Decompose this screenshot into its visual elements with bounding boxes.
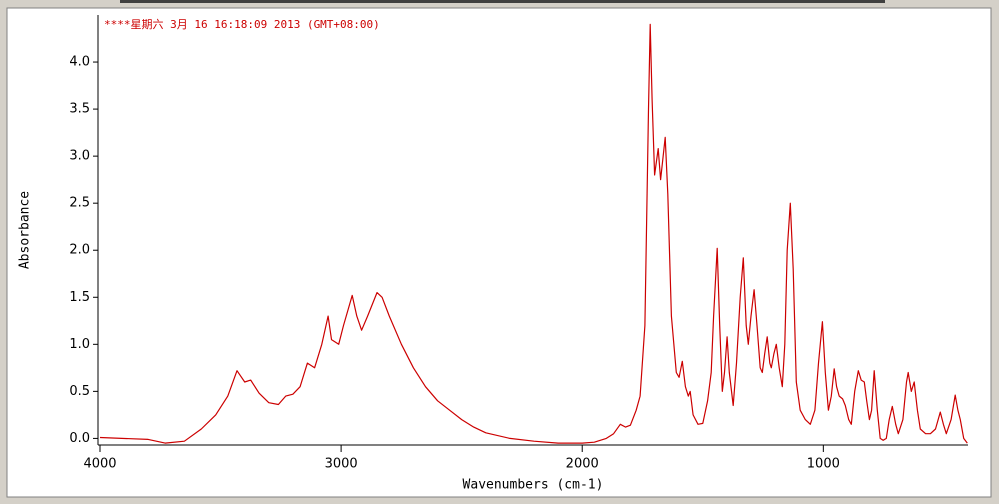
x-tick-label: 3000: [325, 457, 358, 472]
y-tick-label: 3.5: [69, 102, 90, 117]
top-bar: [120, 0, 885, 3]
y-tick-label: 2.0: [69, 243, 90, 258]
x-tick-label: 4000: [83, 457, 116, 472]
y-tick-label: 2.5: [69, 196, 90, 211]
x-tick-label: 2000: [566, 457, 599, 472]
spectrum-line: [99, 23, 968, 444]
y-tick-label: 1.5: [69, 290, 90, 305]
y-tick-label: 0.0: [69, 431, 90, 446]
x-axis-label: Wavenumbers (cm-1): [463, 478, 604, 493]
y-tick-label: 1.0: [69, 337, 90, 352]
plot-panel: [6, 7, 992, 498]
chart-title: ****星期六 3月 16 16:18:09 2013 (GMT+08:00): [104, 18, 380, 31]
y-tick-label: 3.0: [69, 149, 90, 164]
y-axis-label: Absorbance: [18, 191, 33, 269]
x-tick-label: 1000: [807, 457, 840, 472]
y-tick-label: 4.0: [69, 55, 90, 70]
y-tick-label: 0.5: [69, 384, 90, 399]
